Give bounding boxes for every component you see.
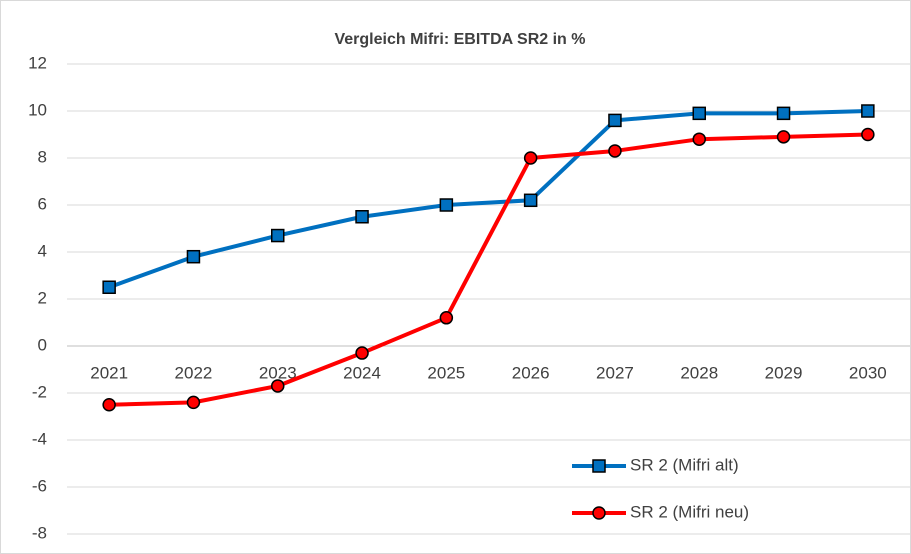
y-tick-label: -6 (32, 476, 47, 495)
marker (186, 395, 201, 410)
y-tick-label: 8 (38, 147, 47, 166)
x-tick-label: 2026 (512, 363, 550, 382)
y-tick-label: 4 (38, 241, 47, 260)
marker (439, 198, 454, 212)
y-tick-label: -4 (32, 429, 47, 448)
marker (355, 210, 369, 224)
y-tick-label: -8 (32, 523, 47, 542)
y-tick-label: 0 (38, 335, 47, 354)
marker (271, 379, 285, 393)
legend-label: SR 2 (Mifri neu) (630, 502, 749, 521)
marker (186, 249, 201, 264)
marker (523, 193, 538, 208)
x-tick-label: 2021 (90, 363, 128, 382)
legend-marker (592, 506, 606, 520)
marker (608, 144, 622, 158)
marker (861, 104, 875, 118)
marker (692, 132, 706, 146)
marker (439, 311, 454, 325)
x-tick-label: 2027 (596, 363, 634, 382)
marker (861, 127, 875, 142)
x-tick-label: 2030 (849, 363, 887, 382)
marker (271, 228, 285, 243)
legend-marker (592, 459, 606, 473)
marker (608, 113, 622, 128)
marker (776, 106, 791, 121)
x-tick-label: 2028 (680, 363, 718, 382)
x-tick-label: 2029 (765, 363, 803, 382)
chart-title: Vergleich Mifri: EBITDA SR2 in % (334, 31, 585, 48)
y-tick-label: 10 (28, 100, 47, 119)
x-tick-label: 2022 (175, 363, 213, 382)
y-tick-label: 6 (38, 194, 47, 213)
marker (102, 280, 116, 294)
marker (523, 151, 538, 165)
marker (102, 398, 116, 412)
marker (776, 130, 791, 144)
series-line (109, 132, 868, 407)
y-tick-label: 2 (38, 288, 47, 307)
x-tick-label: 2024 (343, 363, 381, 382)
series-line (108, 109, 868, 290)
marker (355, 346, 369, 360)
x-tick-label: 2023 (259, 363, 297, 382)
legend-label: SR 2 (Mifri alt) (630, 455, 739, 474)
marker (692, 106, 706, 121)
y-tick-label: 12 (28, 53, 47, 72)
y-tick-label: -2 (32, 382, 47, 401)
x-tick-label: 2025 (427, 363, 465, 382)
